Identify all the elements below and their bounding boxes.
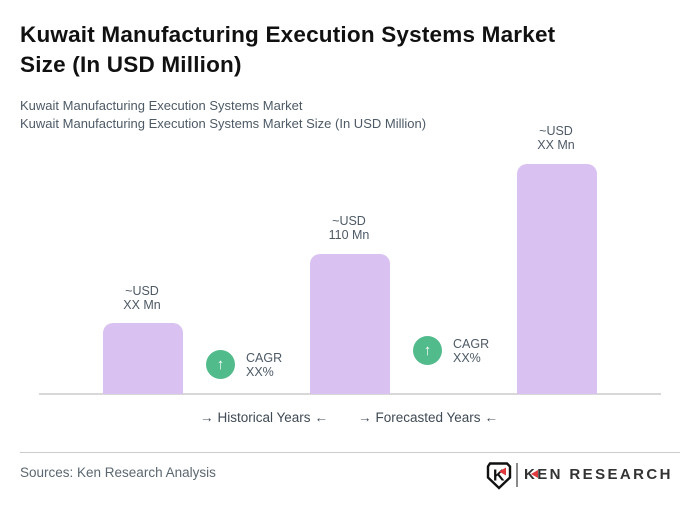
period-label-text: Historical Years	[217, 410, 311, 425]
cagr-badge: ↑ CAGR XX%	[206, 350, 282, 379]
ken-research-shield-icon: K	[486, 461, 512, 490]
chart-subtitle: Kuwait Manufacturing Execution Systems M…	[20, 97, 620, 133]
page-title: Kuwait Manufacturing Execution Systems M…	[20, 20, 668, 80]
cagr-label-line2: XX%	[453, 350, 481, 365]
bar-value-label: ~USD XX Mn	[72, 284, 212, 312]
period-labels-row: → Historical Years ← → Forecasted Years ←	[0, 410, 700, 428]
sources-note: Sources: Ken Research Analysis	[20, 465, 216, 480]
ken-research-logo: K KEN RESEARCH	[486, 460, 673, 490]
bar-historical	[103, 323, 183, 394]
period-label-historical: → Historical Years ←	[154, 410, 374, 425]
cagr-badge: ↑ CAGR XX%	[413, 336, 489, 365]
x-axis-line	[39, 393, 661, 395]
logo-separator	[516, 463, 518, 487]
period-label-forecasted: → Forecasted Years ←	[318, 410, 538, 425]
cagr-label-line1: CAGR	[246, 350, 283, 365]
bar-value-line1: ~USD	[539, 124, 573, 138]
bar-current	[310, 254, 390, 394]
up-arrow-glyph: ↑	[423, 342, 432, 359]
bar-value-label: ~USD XX Mn	[486, 124, 626, 152]
bar-value-line2: 110 Mn	[328, 228, 370, 242]
chart-subtitle-line2: Kuwait Manufacturing Execution Systems M…	[20, 116, 427, 131]
logo-wordmark-text: KEN RESEARCH	[524, 466, 673, 483]
cagr-label-line1: CAGR	[453, 336, 490, 351]
page-title-line1: Kuwait Manufacturing Execution Systems M…	[20, 22, 556, 47]
cagr-label-line2: XX%	[246, 364, 274, 379]
bar-value-line2: XX Mn	[537, 138, 575, 152]
chart-subtitle-line1: Kuwait Manufacturing Execution Systems M…	[20, 98, 303, 113]
cagr-label: CAGR XX%	[246, 351, 282, 379]
up-arrow-glyph: ↑	[216, 356, 225, 373]
page-title-line2: Size (In USD Million)	[20, 52, 242, 77]
arrow-left-icon: ←	[314, 410, 329, 425]
bar-value-label: ~USD 110 Mn	[279, 214, 419, 242]
bar-forecast	[517, 164, 597, 394]
growth-up-arrow-icon: ↑	[206, 350, 235, 379]
bar-value-line1: ~USD	[332, 214, 366, 228]
growth-up-arrow-icon: ↑	[413, 336, 442, 365]
footer-divider	[20, 452, 680, 453]
bar-value-line2: XX Mn	[123, 298, 161, 312]
arrow-right-icon: →	[199, 410, 214, 425]
period-label-text: Forecasted Years	[375, 410, 481, 425]
arrow-left-icon: ←	[484, 410, 499, 425]
bar-value-line1: ~USD	[125, 284, 159, 298]
cagr-label: CAGR XX%	[453, 337, 489, 365]
arrow-right-icon: →	[357, 410, 372, 425]
logo-k-red-accent-icon	[531, 470, 538, 478]
logo-wordmark: KEN RESEARCH	[524, 466, 673, 484]
